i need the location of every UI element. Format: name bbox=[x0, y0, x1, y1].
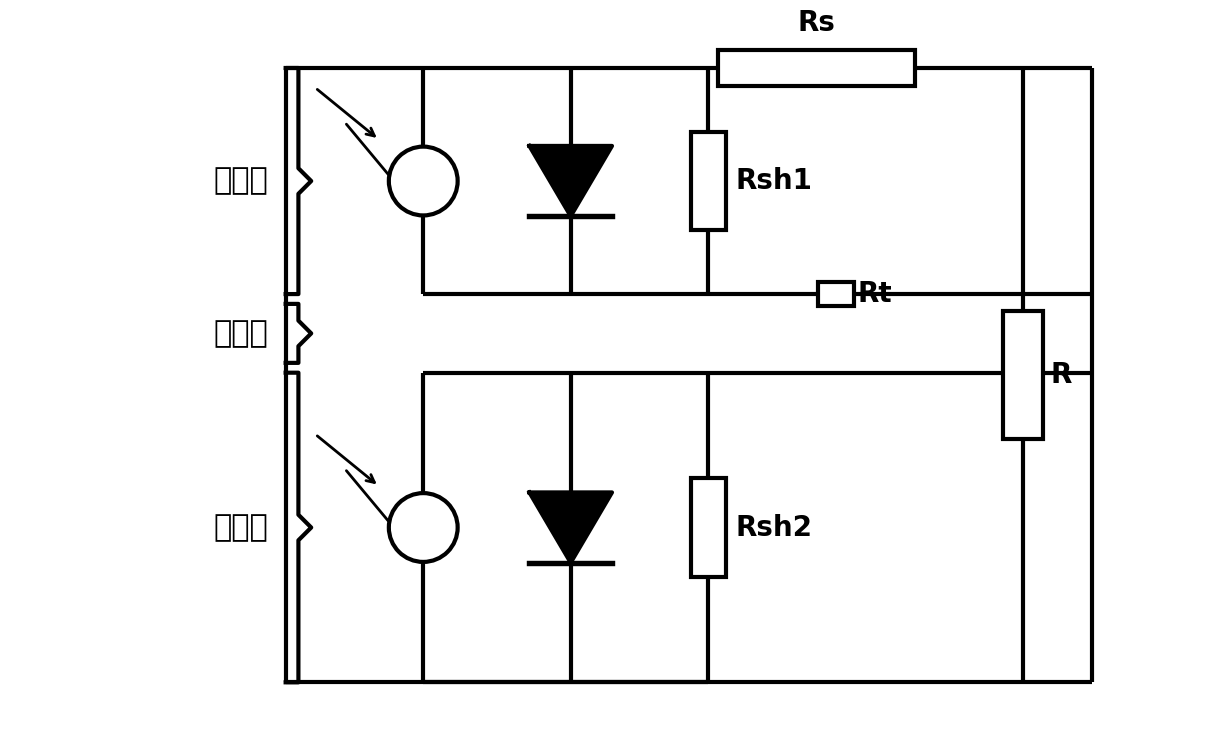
Text: Rs: Rs bbox=[797, 8, 835, 37]
Bar bbox=[818, 282, 853, 306]
Text: Rsh1: Rsh1 bbox=[736, 167, 813, 195]
Bar bbox=[718, 50, 915, 85]
Text: Rt: Rt bbox=[857, 280, 893, 308]
Bar bbox=[1004, 312, 1043, 439]
Text: 复合层: 复合层 bbox=[214, 319, 267, 348]
Circle shape bbox=[388, 147, 458, 216]
Text: 底电池: 底电池 bbox=[214, 513, 267, 542]
Bar bbox=[691, 479, 726, 577]
Polygon shape bbox=[530, 146, 612, 216]
Text: Rsh2: Rsh2 bbox=[736, 514, 813, 542]
Text: R: R bbox=[1050, 361, 1072, 389]
Bar bbox=[691, 132, 726, 230]
Text: 顶电池: 顶电池 bbox=[214, 166, 267, 195]
Circle shape bbox=[388, 493, 458, 562]
Polygon shape bbox=[530, 492, 612, 562]
